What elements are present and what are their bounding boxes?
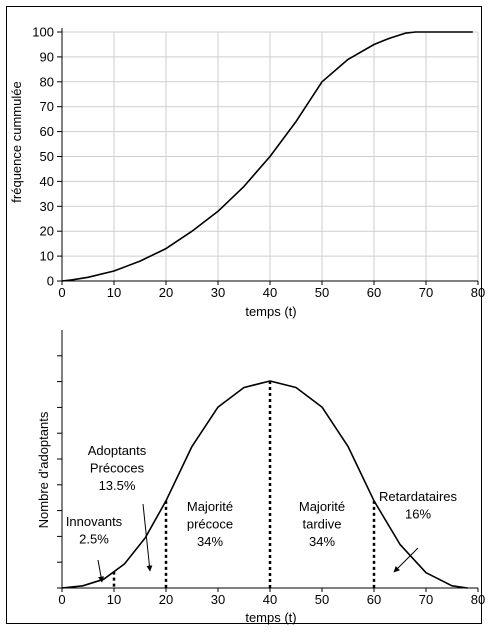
top-chart-x-axis-label: temps (t)	[245, 304, 296, 319]
top-chart-y-tick-label: 90	[40, 49, 54, 64]
segment-label-line: précoce	[187, 517, 233, 532]
top-chart-x-tick-label: 0	[58, 285, 65, 300]
top-chart-y-tick-label: 30	[40, 199, 54, 214]
top-chart-tick-labels: 0 10 20 30 40 50 60 70 80 0 10 20 30 40 50 60 70 80 90 100	[32, 25, 485, 301]
top-chart-y-tick-label: 60	[40, 124, 54, 139]
bottom-chart-dividers	[112, 381, 376, 588]
top-chart-axes	[57, 28, 479, 285]
segment-label-line: Majorité	[299, 499, 345, 514]
bottom-chart-x-tick-label: 60	[367, 592, 381, 607]
top-chart-x-tick-label: 70	[419, 285, 433, 300]
bottom-chart-x-tick-label: 30	[211, 592, 225, 607]
bottom-chart-x-tick-label: 0	[58, 592, 65, 607]
top-chart-series	[61, 31, 473, 282]
top-chart-y-axis-label: fréquence cummulée	[9, 81, 24, 202]
bottom-chart-arrows	[97, 503, 419, 583]
top-chart-series-line	[61, 31, 473, 282]
segment-arrow	[97, 559, 104, 583]
segment-label-line: 13.5%	[99, 478, 136, 493]
top-chart-y-tick-label: 50	[40, 149, 54, 164]
top-chart-y-tick-label: 70	[40, 99, 54, 114]
top-chart-y-tick-label: 10	[40, 249, 54, 264]
bottom-chart-x-tick-label: 20	[159, 592, 173, 607]
segment-label-line: Majorité	[187, 499, 233, 514]
top-chart-y-tick-label: 100	[32, 25, 54, 40]
bottom-chart-x-axis-label: temps (t)	[245, 610, 296, 625]
top-chart-y-tick-label: 20	[40, 224, 54, 239]
bottom-chart-x-tick-label: 70	[419, 592, 433, 607]
top-chart-y-tick-label: 80	[40, 74, 54, 89]
top-chart-x-tick-label: 40	[263, 285, 277, 300]
segment-arrow	[393, 547, 419, 573]
bottom-chart-x-tick-label: 50	[315, 592, 329, 607]
top-chart-y-tick-label: 40	[40, 174, 54, 189]
top-chart-x-tick-label: 30	[211, 285, 225, 300]
bottom-chart-x-tick-label: 40	[263, 592, 277, 607]
top-chart-x-tick-label: 60	[367, 285, 381, 300]
segment-label-line: Innovants	[66, 514, 123, 529]
segment-label-line: Précoces	[90, 461, 145, 476]
top-chart-x-tick-label: 50	[315, 285, 329, 300]
segment-label-line: 34%	[197, 534, 223, 549]
top-chart-x-tick-label: 20	[159, 285, 173, 300]
top-chart-x-tick-label: 80	[471, 285, 485, 300]
figure-border	[6, 6, 482, 624]
segment-label-line: 2.5%	[79, 532, 109, 547]
segment-arrow	[142, 503, 153, 572]
bottom-chart-segment-labels: Innovants 2.5% Adoptants Précoces 13.5% Major…	[66, 443, 458, 549]
segment-label-line: Retardataires	[379, 489, 458, 504]
bottom-chart-tick-labels: 0 10 20 30 40 50 60 70 80	[58, 592, 485, 607]
bottom-chart-series	[61, 380, 468, 589]
bottom-chart-x-tick-label: 80	[471, 592, 485, 607]
bottom-chart-y-axis-label: Nombre d'adoptants	[36, 411, 51, 528]
segment-label-line: Adoptants	[88, 443, 147, 458]
segment-label-line: 34%	[309, 534, 335, 549]
top-chart-y-tick-label: 0	[47, 274, 54, 289]
segment-label-line: tardive	[302, 517, 341, 532]
bottom-chart-series-line	[61, 380, 468, 589]
bottom-chart-x-tick-label: 10	[107, 592, 121, 607]
top-chart-x-tick-label: 10	[107, 285, 121, 300]
top-chart-grid	[61, 31, 479, 282]
segment-label-line: 16%	[405, 507, 431, 522]
